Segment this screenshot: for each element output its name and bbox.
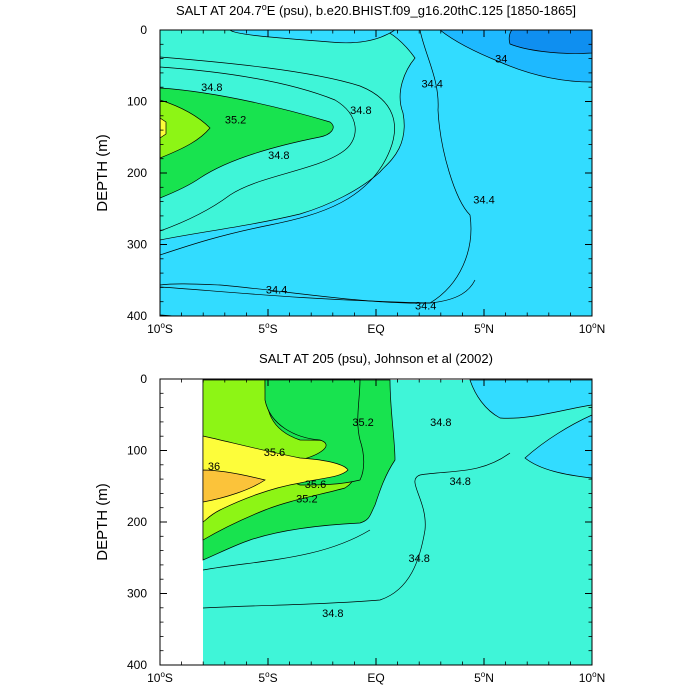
contour-label: 34.8 <box>268 150 289 162</box>
contour-label: 34.8 <box>408 553 429 565</box>
salinity-band-36.0-obs <box>202 435 349 523</box>
contour-line-35.2-obs-deep <box>202 529 371 571</box>
x-tick-label: EQ <box>367 671 384 685</box>
chart-title-model: SALT AT 204.7oE (psu), b.e20.BHIST.f09_g… <box>176 2 576 18</box>
y-tick-label: 0 <box>140 23 147 37</box>
salinity-band-36.4-obs <box>202 469 266 503</box>
y-tick-label: 100 <box>127 444 147 458</box>
y-tick-label: 200 <box>127 515 147 529</box>
contour-label: 35.2 <box>225 114 246 126</box>
contour-label: 34.8 <box>350 105 371 117</box>
y-ticks-model: 0 100 200 300 400 <box>127 23 592 323</box>
x-ticks-model: 10oS 5oS EQ 5oN 10oN <box>147 30 605 336</box>
y-axis-label-model: DEPTH (m) <box>94 134 111 212</box>
contour-label: 35.2 <box>352 417 373 429</box>
x-tick-label: 5oS <box>258 670 277 685</box>
y-tick-label: 300 <box>127 587 147 601</box>
contour-label: 34.4 <box>473 194 494 206</box>
y-tick-label: 400 <box>127 309 147 323</box>
contour-line-34.4-bottom <box>160 279 476 304</box>
contour-line-34.4-west <box>160 56 395 256</box>
contour-label: 34.4 <box>415 300 436 312</box>
y-tick-label: 0 <box>140 372 147 386</box>
y-tick-label: 300 <box>127 238 147 252</box>
salinity-band-33.8 <box>508 30 592 54</box>
contour-labels-model: 34.8 35.2 34.8 34.8 34.4 34 34.4 34.4 34.4 <box>201 54 507 313</box>
salinity-band-34.4-obs-east <box>524 414 592 479</box>
contour-label: 35.2 <box>296 493 317 505</box>
y-axis-label-observations: DEPTH (m) <box>94 483 111 561</box>
contour-label: 34 <box>495 54 507 66</box>
x-tick-label: 5oN <box>474 321 494 336</box>
y-ticks-observations: 0 100 200 300 400 <box>127 372 592 672</box>
contour-label: 34.4 <box>421 79 442 91</box>
salinity-band-35.8-obs <box>264 379 365 486</box>
x-tick-label: 10oS <box>147 670 173 685</box>
contour-fill-observations <box>202 379 592 665</box>
salinity-band-34.4-obs <box>469 379 592 419</box>
panel-observations: SALT AT 205 (psu), Johnson et al (2002) … <box>94 351 605 685</box>
contour-label: 35.6 <box>305 479 326 491</box>
x-tick-label: 5oN <box>474 670 494 685</box>
contour-fill-model <box>160 30 592 316</box>
contour-label: 35.6 <box>264 447 285 459</box>
contour-line-34.8-obs <box>202 452 511 609</box>
x-tick-label: 10oN <box>579 670 605 685</box>
y-tick-label: 100 <box>127 95 147 109</box>
salinity-band-34.4-deep <box>160 30 472 304</box>
contour-label: 34.8 <box>322 608 343 620</box>
contour-label: 36 <box>208 461 220 473</box>
x-tick-label: 10oS <box>147 321 173 336</box>
y-tick-label: 400 <box>127 658 147 672</box>
contour-label: 34.8 <box>430 417 451 429</box>
contour-label: 34.8 <box>201 82 222 94</box>
contour-labels-observations: 35.2 34.8 35.6 36 35.6 35.2 34.8 34.8 34.8 <box>208 417 471 620</box>
chart-title-observations: SALT AT 205 (psu), Johnson et al (2002) <box>259 351 493 366</box>
salinity-band-35.6 <box>160 99 211 159</box>
contour-label: 34.4 <box>266 285 287 297</box>
x-tick-label: EQ <box>367 322 384 336</box>
x-ticks-observations: 10oS 5oS EQ 5oN 10oN <box>147 379 605 685</box>
x-tick-label: 10oN <box>579 321 605 336</box>
salinity-band-35.2 <box>160 87 334 199</box>
contour-label: 34.8 <box>450 476 471 488</box>
salinity-band-36.0 <box>160 117 167 139</box>
salinity-band-34.4-edge <box>160 30 396 44</box>
panel-model: SALT AT 204.7oE (psu), b.e20.BHIST.f09_g… <box>94 2 605 336</box>
y-tick-label: 200 <box>127 166 147 180</box>
x-tick-label: 5oS <box>258 321 277 336</box>
